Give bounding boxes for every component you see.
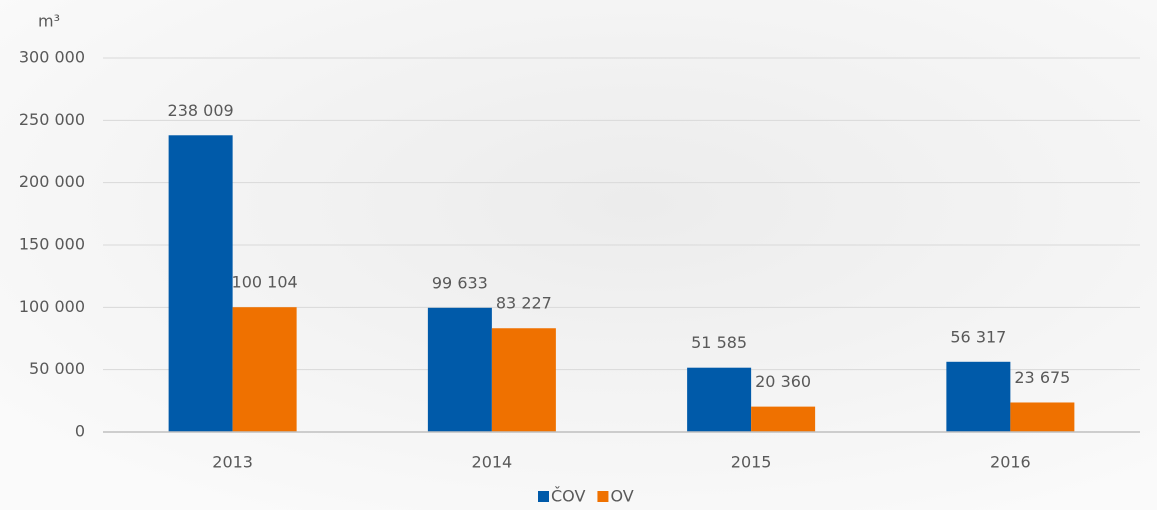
- value-label: 99 633: [432, 273, 488, 292]
- bar: [946, 361, 1011, 432]
- bar: [232, 307, 297, 432]
- legend-swatch: [538, 491, 549, 502]
- value-label: 238 009: [168, 101, 234, 120]
- x-tick-label: 2015: [731, 453, 772, 472]
- x-tick-label: 2014: [472, 453, 513, 472]
- value-label: 51 585: [691, 333, 747, 352]
- y-tick-label: 100 000: [19, 297, 85, 316]
- bar: [491, 328, 556, 432]
- y-tick-label: 200 000: [19, 172, 85, 191]
- bar: [427, 307, 492, 432]
- value-label: 83 227: [496, 294, 552, 313]
- value-label: 56 317: [950, 327, 1006, 346]
- y-tick-label: 300 000: [19, 48, 85, 67]
- x-tick-label: 2016: [990, 453, 1031, 472]
- y-tick-label: 150 000: [19, 235, 85, 254]
- y-tick-label: 50 000: [29, 359, 85, 378]
- legend-label: OV: [610, 487, 633, 506]
- bar: [168, 135, 233, 433]
- y-tick-label: 250 000: [19, 110, 85, 129]
- x-tick-label: 2013: [212, 453, 253, 472]
- bar: [751, 406, 816, 432]
- y-tick-label: 0: [75, 422, 85, 441]
- legend-label: ČOV: [551, 487, 585, 506]
- value-label: 23 675: [1014, 368, 1070, 387]
- legend-swatch: [597, 491, 609, 502]
- value-label: 20 360: [755, 372, 811, 391]
- y-axis-unit: m³: [38, 12, 60, 31]
- bar: [1010, 402, 1075, 432]
- value-label: 100 104: [232, 273, 298, 292]
- bar: [687, 367, 752, 432]
